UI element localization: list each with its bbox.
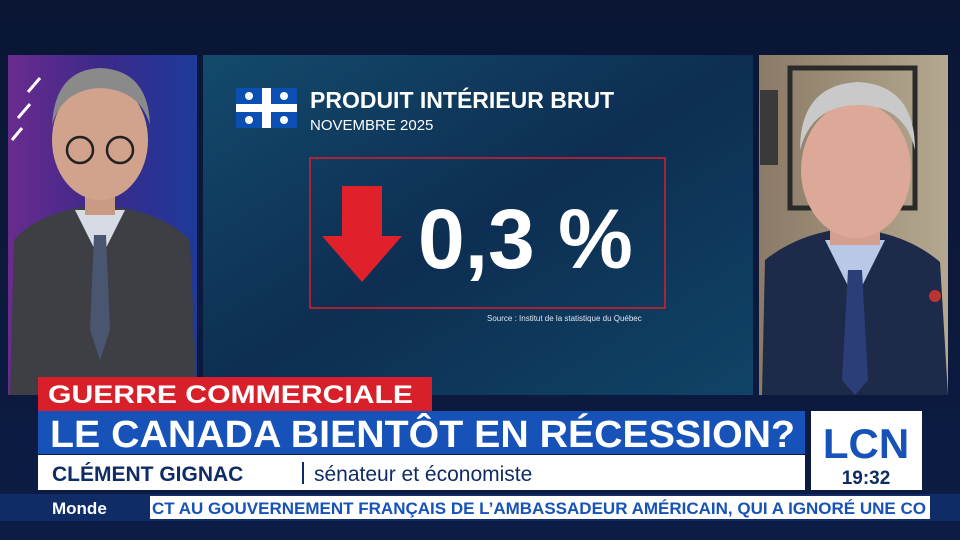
ticker-box — [150, 496, 930, 519]
separator — [302, 462, 304, 484]
down-arrow — [322, 186, 402, 282]
guest-name: CLÉMENT GIGNAC — [52, 463, 243, 486]
clock: 19:32 — [842, 468, 891, 489]
gdp-value: 0,3 % — [418, 192, 633, 286]
topic: GUERRE COMMERCIALE — [48, 381, 413, 409]
logo-box — [811, 411, 922, 490]
guest-video — [759, 55, 948, 395]
graphic-title: PRODUIT INTÉRIEUR BRUT — [310, 86, 614, 113]
ticker-section: Monde — [52, 499, 107, 518]
ticker-text: CT AU GOUVERNEMENT FRANÇAIS DE L’AMBASSA… — [152, 499, 926, 518]
gdp-graphic: PRODUIT INTÉRIEUR BRUT NOVEMBRE 2025 0,3… — [203, 55, 753, 395]
guest-box — [38, 455, 805, 490]
host-video — [8, 55, 197, 395]
guest-role: sénateur et économiste — [314, 463, 532, 486]
value-frame — [309, 157, 666, 309]
quebec-flag — [236, 88, 297, 128]
headline-box — [38, 411, 805, 454]
graphic-subtitle: NOVEMBRE 2025 — [310, 117, 433, 134]
graphic-source: Source : Institut de la statistique du Q… — [487, 314, 642, 323]
topic-box — [38, 377, 432, 411]
headline: LE CANADA BIENTÔT EN RÉCESSION? — [50, 411, 795, 456]
logo-brand: LCN — [823, 420, 909, 467]
